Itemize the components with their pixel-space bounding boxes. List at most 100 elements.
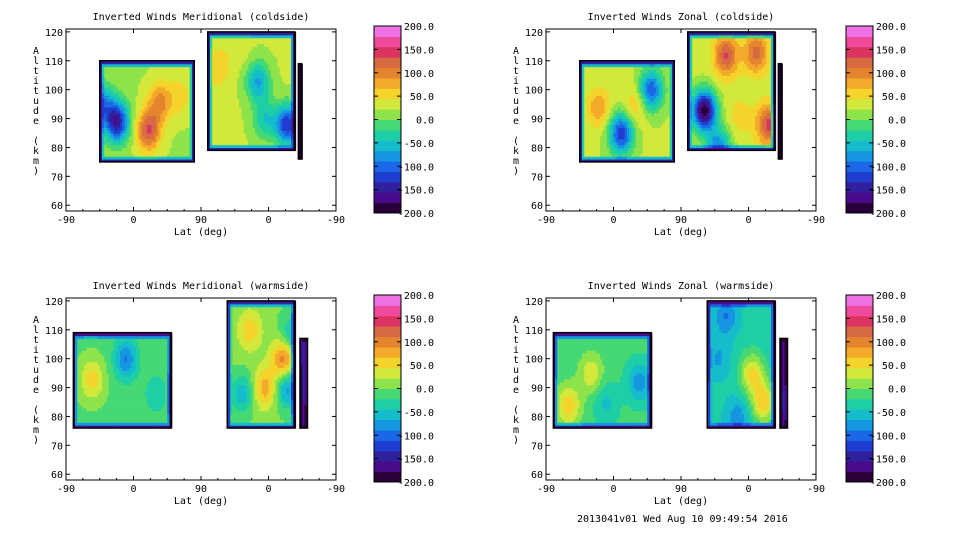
data-cell (187, 147, 191, 151)
data-cell (131, 109, 135, 114)
data-cell (264, 92, 267, 97)
data-cell (261, 43, 265, 47)
data-cell (286, 81, 290, 85)
data-cell (257, 101, 261, 105)
data-cell (620, 83, 624, 88)
data-cell (658, 81, 662, 85)
data-cell (169, 89, 173, 94)
data-cell (167, 60, 171, 65)
data-cell (277, 78, 281, 82)
data-cell (665, 144, 669, 149)
data-cell (286, 63, 290, 68)
data-cell (234, 135, 238, 140)
data-cell (225, 141, 229, 146)
data-cell (223, 92, 227, 97)
data-cell (611, 86, 615, 91)
data-cell (273, 135, 276, 140)
data-cell (618, 81, 621, 85)
data-cell (149, 138, 153, 143)
data-cell (248, 127, 252, 131)
data-cell (180, 147, 184, 151)
data-cell (108, 107, 112, 111)
data-cell (207, 127, 211, 131)
data-cell (252, 130, 256, 134)
data-cell (174, 156, 177, 160)
data-cell (273, 98, 276, 102)
data-cell (624, 66, 628, 71)
data-cell (613, 124, 617, 128)
data-cell (286, 86, 290, 91)
data-cell (638, 133, 642, 137)
data-cell (624, 81, 628, 85)
data-cell (624, 124, 628, 128)
data-cell (255, 95, 258, 99)
data-cell (140, 81, 144, 85)
data-cell (291, 109, 294, 114)
data-cell (640, 141, 644, 146)
data-cell (189, 124, 193, 128)
data-cell (288, 127, 292, 131)
data-cell (212, 138, 216, 143)
data-cell (604, 69, 608, 73)
data-cell (183, 72, 186, 76)
data-cell (656, 66, 660, 71)
data-cell (106, 69, 110, 73)
data-cell (115, 138, 119, 143)
data-cell (593, 138, 597, 143)
data-cell (291, 60, 294, 65)
data-cell (149, 101, 153, 105)
data-cell (120, 104, 123, 108)
data-cell (165, 104, 168, 108)
data-cell (230, 40, 234, 45)
data-cell (147, 115, 150, 120)
data-cell (212, 89, 216, 94)
data-cell (591, 89, 594, 94)
data-cell (694, 72, 698, 76)
data-cell (291, 104, 294, 108)
data-cell (651, 138, 655, 143)
data-cell (210, 133, 213, 137)
data-cell (115, 101, 119, 105)
data-cell (660, 138, 664, 143)
data-cell (221, 46, 225, 50)
data-cell (176, 104, 180, 108)
data-cell (243, 72, 247, 76)
data-cell (144, 133, 148, 137)
data-cell (667, 118, 671, 123)
data-cell (241, 115, 245, 120)
data-cell (255, 130, 258, 134)
data-cell (286, 101, 290, 105)
data-cell (588, 66, 592, 71)
data-cell (149, 115, 153, 120)
data-cell (696, 86, 700, 91)
data-cell (687, 101, 691, 105)
data-cell (631, 121, 635, 125)
data-cell (701, 95, 705, 99)
data-cell (690, 43, 693, 47)
data-cell (212, 66, 216, 71)
data-cell (266, 112, 270, 117)
data-cell (611, 118, 615, 123)
data-cell (149, 89, 153, 94)
data-cell (257, 124, 261, 128)
data-cell (667, 89, 671, 94)
data-cell (636, 121, 639, 125)
data-cell (158, 141, 162, 146)
data-cell (645, 150, 648, 154)
data-cell (225, 66, 229, 71)
data-cell (138, 127, 141, 131)
data-cell (151, 121, 155, 125)
data-cell (180, 86, 184, 91)
data-cell (106, 86, 110, 91)
data-cell (234, 81, 238, 85)
data-cell (275, 104, 279, 108)
data-cell (282, 144, 285, 149)
data-cell (699, 133, 702, 137)
data-cell (642, 133, 646, 137)
data-cell (264, 34, 267, 39)
data-cell (221, 107, 225, 111)
data-cell (687, 124, 691, 128)
data-cell (237, 127, 240, 131)
data-cell (595, 147, 599, 151)
data-cell (264, 115, 267, 120)
